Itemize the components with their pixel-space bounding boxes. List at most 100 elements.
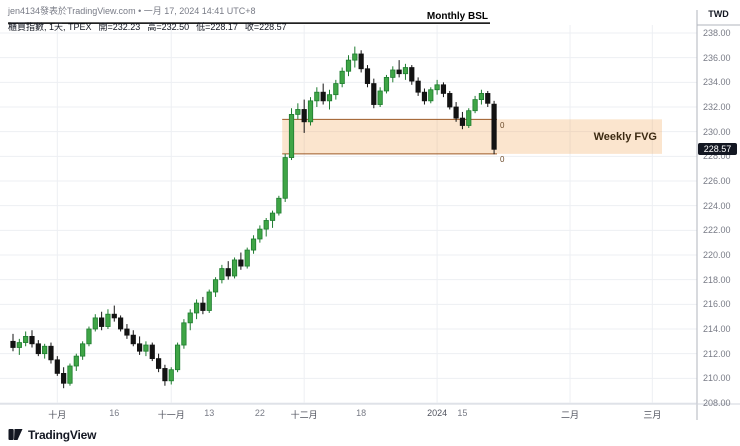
price-tick-label: 232.00 xyxy=(703,102,731,112)
price-tick-label: 222.00 xyxy=(703,225,731,236)
candle-body xyxy=(358,53,364,70)
candle-body xyxy=(61,372,67,384)
candle-body xyxy=(288,114,295,158)
price-tick-label: 212.00 xyxy=(703,348,731,359)
candle-body xyxy=(86,328,92,345)
candle-body xyxy=(434,84,440,91)
price-tick-label: 220.00 xyxy=(703,250,731,260)
candle-body xyxy=(250,238,257,251)
candle-body xyxy=(263,220,269,230)
candle-body xyxy=(67,365,73,384)
candle-body xyxy=(339,70,345,84)
candle-body xyxy=(491,103,497,150)
candle-body xyxy=(48,345,54,361)
candle-body xyxy=(244,249,250,267)
candle-body xyxy=(314,91,320,102)
brand-wordmark[interactable]: TradingView xyxy=(28,427,97,442)
price-tick-label: 216.00 xyxy=(703,299,731,310)
candles-layer xyxy=(10,46,497,389)
time-tick-label: 15 xyxy=(457,408,468,418)
price-tick-label: 218.00 xyxy=(703,274,731,285)
candle-body xyxy=(472,99,478,112)
candle-body xyxy=(35,343,41,355)
ohlc-close: 收=228.57 xyxy=(244,22,287,32)
candle-body xyxy=(377,90,383,105)
candle-body xyxy=(352,53,358,61)
candle-body xyxy=(238,259,244,267)
candle-body xyxy=(453,106,459,119)
candle-body xyxy=(295,109,301,115)
price-tick-label: 210.00 xyxy=(703,373,731,384)
price-tick-label: 214.00 xyxy=(703,324,731,334)
candle-body xyxy=(181,322,187,346)
candle-body xyxy=(212,279,219,293)
candle-body xyxy=(136,343,143,352)
time-tick-label: 13 xyxy=(204,408,215,418)
candle-body xyxy=(187,312,193,324)
footer: TradingView xyxy=(8,427,96,442)
candle-body xyxy=(282,157,288,199)
candle-body xyxy=(447,93,453,108)
candle-body xyxy=(415,80,421,93)
candle-body xyxy=(276,197,282,214)
candle-body xyxy=(466,110,472,126)
candle-body xyxy=(231,259,238,277)
candle-body xyxy=(326,94,333,102)
time-tick-label: 22 xyxy=(254,408,265,418)
time-tick-label: 16 xyxy=(109,408,120,418)
weekly-fvg-label: Weekly FVG xyxy=(593,131,657,143)
price-tick-label: 236.00 xyxy=(703,52,731,63)
candle-body xyxy=(149,344,155,359)
ohlc-low: 低=228.17 xyxy=(196,22,238,32)
time-axis[interactable]: 十月 16 十一月 13 22 十二月 18 2024 15 二月 三月 xyxy=(0,405,697,421)
axis-borders xyxy=(0,10,740,420)
candle-body xyxy=(421,91,428,102)
candle-body xyxy=(383,77,390,92)
candle-body xyxy=(428,89,434,102)
candle-body xyxy=(257,228,263,240)
candle-body xyxy=(143,344,149,352)
candle-body xyxy=(42,345,48,355)
candle-body xyxy=(371,83,377,105)
time-tick-label: 十月 xyxy=(48,410,67,420)
price-tick-label: 228.00 xyxy=(703,151,731,162)
weekly-fvg-zone xyxy=(282,118,662,155)
tradingview-logo[interactable] xyxy=(8,427,23,442)
candle-body xyxy=(162,368,168,382)
candle-body xyxy=(200,302,206,311)
candle-body xyxy=(307,100,314,123)
candle-body xyxy=(10,340,16,348)
symbol-info-bar: 櫃買指數, 1天, TPEX 開=232.23 高=232.50 低=228.1… xyxy=(8,20,287,33)
price-axis[interactable]: TWD 228.57 238.00 236.00 234.00 232.00 230.0… xyxy=(697,0,740,424)
attribution: jen4134發表於TradingView.com • 一月 17, 2024 … xyxy=(8,6,256,16)
candle-body xyxy=(23,335,29,343)
candle-body xyxy=(29,335,35,345)
symbol-info: 櫃買指數, 1天, TPEX xyxy=(8,22,92,32)
time-tick-label: 三月 xyxy=(643,410,662,420)
time-tick-label: 十一月 xyxy=(157,410,185,420)
candle-body xyxy=(478,93,485,101)
ohlc-high: 高=232.50 xyxy=(147,22,190,32)
price-tick-label: 230.00 xyxy=(703,126,731,137)
candle-body xyxy=(320,91,326,102)
candle-body xyxy=(111,313,117,319)
candle-body xyxy=(118,317,124,330)
candle-body xyxy=(92,317,98,330)
price-tick-label: 224.00 xyxy=(703,200,731,211)
candle-body xyxy=(364,68,371,84)
candle-body xyxy=(402,67,409,75)
candle-body xyxy=(16,342,22,348)
candle-body xyxy=(193,302,200,314)
price-tick-label: 234.00 xyxy=(703,77,731,88)
time-tick-label: 2024 xyxy=(427,408,448,418)
candle-body xyxy=(105,313,111,327)
candle-body xyxy=(168,369,174,382)
candle-body xyxy=(225,268,231,277)
time-tick-label: 十二月 xyxy=(290,410,318,420)
price-tick-label: 238.00 xyxy=(703,28,731,38)
candle-body xyxy=(219,268,225,281)
candle-body xyxy=(485,93,491,104)
candle-body xyxy=(301,109,307,123)
candle-body xyxy=(459,117,466,126)
